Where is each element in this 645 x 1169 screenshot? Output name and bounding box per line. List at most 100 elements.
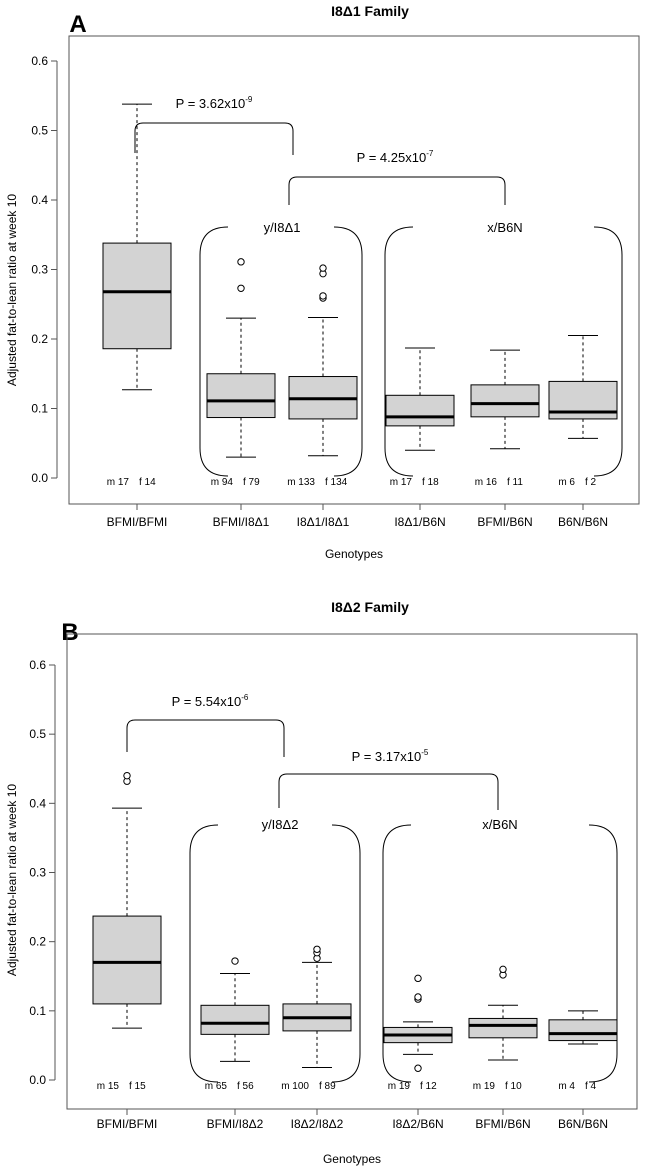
outlier-point bbox=[123, 771, 131, 780]
x-tick-label: B6N/B6N bbox=[558, 1117, 608, 1131]
count-male: m 133 bbox=[287, 477, 315, 488]
p-value-exponent: -6 bbox=[241, 693, 249, 702]
p-value-exponent: -7 bbox=[426, 149, 434, 158]
count-male: m 17 bbox=[390, 477, 413, 488]
box-1: m 94 f 79 bbox=[206, 258, 276, 488]
count-male: m 100 bbox=[281, 1081, 309, 1092]
count-male: m 17 bbox=[107, 477, 130, 488]
y-tick-label: 0.3 bbox=[29, 866, 46, 880]
box-3: m 17 f 18 bbox=[385, 347, 455, 488]
y-tick-label: 0.2 bbox=[31, 332, 48, 346]
group-bracket-left bbox=[189, 824, 219, 1083]
count-male: m 19 bbox=[388, 1081, 411, 1092]
count-male: m 6 bbox=[558, 477, 575, 488]
x-tick-label: I8Δ2/B6N bbox=[392, 1117, 443, 1131]
group-label: y/I8Δ2 bbox=[262, 817, 299, 832]
x-tick-label: BFMI/BFMI bbox=[97, 1117, 158, 1131]
count-male: m 4 bbox=[558, 1081, 575, 1092]
y-tick-label: 0.4 bbox=[31, 193, 48, 207]
p-value-label: P = 4.25x10-7 bbox=[357, 149, 434, 165]
count-female: f 56 bbox=[237, 1081, 254, 1092]
panel-letter: B bbox=[61, 619, 78, 646]
y-axis-label: Adjusted fat-to-lean ratio at week 10 bbox=[5, 194, 19, 386]
box-0: m 17 f 14 bbox=[102, 103, 172, 488]
x-tick-label: BFMI/B6N bbox=[477, 515, 532, 529]
outlier-point bbox=[414, 993, 422, 1001]
count-female: f 2 bbox=[585, 477, 597, 488]
outlier-point bbox=[414, 1064, 422, 1072]
p-value-label: P = 3.62x10-9 bbox=[176, 95, 253, 111]
y-tick-label: 0.0 bbox=[31, 471, 48, 485]
count-female: f 14 bbox=[139, 477, 156, 488]
count-female: f 18 bbox=[422, 477, 439, 488]
count-female: f 134 bbox=[325, 477, 348, 488]
group-bracket-left bbox=[384, 226, 414, 477]
outlier-point bbox=[237, 258, 245, 266]
count-male: m 65 bbox=[205, 1081, 228, 1092]
box-iqr bbox=[206, 373, 276, 419]
group-bracket-right bbox=[593, 226, 623, 477]
x-tick-label: I8Δ1/B6N bbox=[394, 515, 445, 529]
comparison-bracket bbox=[288, 176, 506, 205]
box-5: m 4 f 4 bbox=[548, 1010, 618, 1092]
p-value-label: P = 5.54x10-6 bbox=[172, 693, 249, 709]
box-0: m 15 f 15 bbox=[92, 771, 162, 1092]
group-bracket-right bbox=[588, 824, 618, 1083]
box-3: m 19 f 12 bbox=[383, 974, 453, 1092]
group-bracket-left bbox=[199, 226, 229, 477]
x-axis-label: Genotypes bbox=[323, 1152, 381, 1166]
box-4: m 16 f 11 bbox=[470, 349, 540, 488]
y-tick-label: 0.6 bbox=[29, 658, 46, 672]
group-bracket-right bbox=[333, 226, 363, 477]
group-bracket-left bbox=[382, 824, 412, 1083]
x-tick-label: BFMI/I8Δ2 bbox=[207, 1117, 264, 1131]
box-iqr bbox=[92, 915, 162, 1005]
p-value-label: P = 3.17x10-5 bbox=[352, 748, 429, 764]
count-male: m 15 bbox=[97, 1081, 120, 1092]
plot-frame bbox=[66, 633, 638, 1110]
comparison-bracket bbox=[134, 122, 294, 155]
outlier-point bbox=[319, 264, 327, 272]
y-tick-label: 0.5 bbox=[31, 124, 48, 138]
box-iqr bbox=[102, 242, 172, 350]
box-2: m 100 f 89 bbox=[281, 945, 352, 1092]
group-label: y/I8Δ1 bbox=[264, 220, 301, 235]
p-value-text: P = 3.17x10 bbox=[352, 749, 422, 764]
comparison-bracket bbox=[278, 773, 499, 810]
count-female: f 10 bbox=[505, 1081, 522, 1092]
count-male: m 16 bbox=[475, 477, 498, 488]
count-female: f 12 bbox=[420, 1081, 437, 1092]
count-female: f 11 bbox=[507, 477, 523, 488]
y-tick-label: 0.1 bbox=[31, 402, 48, 416]
box-4: m 19 f 10 bbox=[468, 965, 538, 1092]
count-female: f 15 bbox=[129, 1081, 146, 1092]
outlier-point bbox=[237, 284, 245, 292]
box-1: m 65 f 56 bbox=[200, 957, 270, 1092]
group-label: x/B6N bbox=[482, 817, 517, 832]
box-iqr bbox=[200, 1004, 270, 1035]
group-bracket-right bbox=[331, 824, 361, 1083]
x-tick-label: B6N/B6N bbox=[558, 515, 608, 529]
p-value-exponent: -5 bbox=[421, 748, 429, 757]
y-tick-label: 0.4 bbox=[29, 796, 46, 810]
panel-letter: A bbox=[69, 11, 86, 38]
count-female: f 89 bbox=[319, 1081, 336, 1092]
x-tick-label: BFMI/BFMI bbox=[107, 515, 168, 529]
chart-title: I8Δ1 Family bbox=[331, 3, 409, 19]
count-female: f 4 bbox=[585, 1081, 597, 1092]
x-tick-label: I8Δ2/I8Δ2 bbox=[291, 1117, 344, 1131]
outlier-point bbox=[231, 957, 239, 965]
box-iqr bbox=[548, 1019, 618, 1042]
y-axis-label: Adjusted fat-to-lean ratio at week 10 bbox=[5, 784, 19, 976]
outlier-point bbox=[499, 965, 507, 974]
y-tick-label: 0.1 bbox=[29, 1004, 46, 1018]
p-value-text: P = 4.25x10 bbox=[357, 150, 427, 165]
outlier-point bbox=[319, 292, 327, 300]
chart-panel-b: B I8Δ2 Family 0.0 0.1 0.2 0.3 0.4 0.5 0.6 Adjuste… bbox=[5, 599, 638, 1166]
p-value-exponent: -9 bbox=[245, 95, 253, 104]
x-axis-label: Genotypes bbox=[325, 547, 383, 561]
box-iqr bbox=[470, 384, 540, 418]
chart-title: I8Δ2 Family bbox=[331, 599, 409, 615]
y-tick-label: 0.6 bbox=[31, 54, 48, 68]
y-tick-label: 0.2 bbox=[29, 935, 46, 949]
